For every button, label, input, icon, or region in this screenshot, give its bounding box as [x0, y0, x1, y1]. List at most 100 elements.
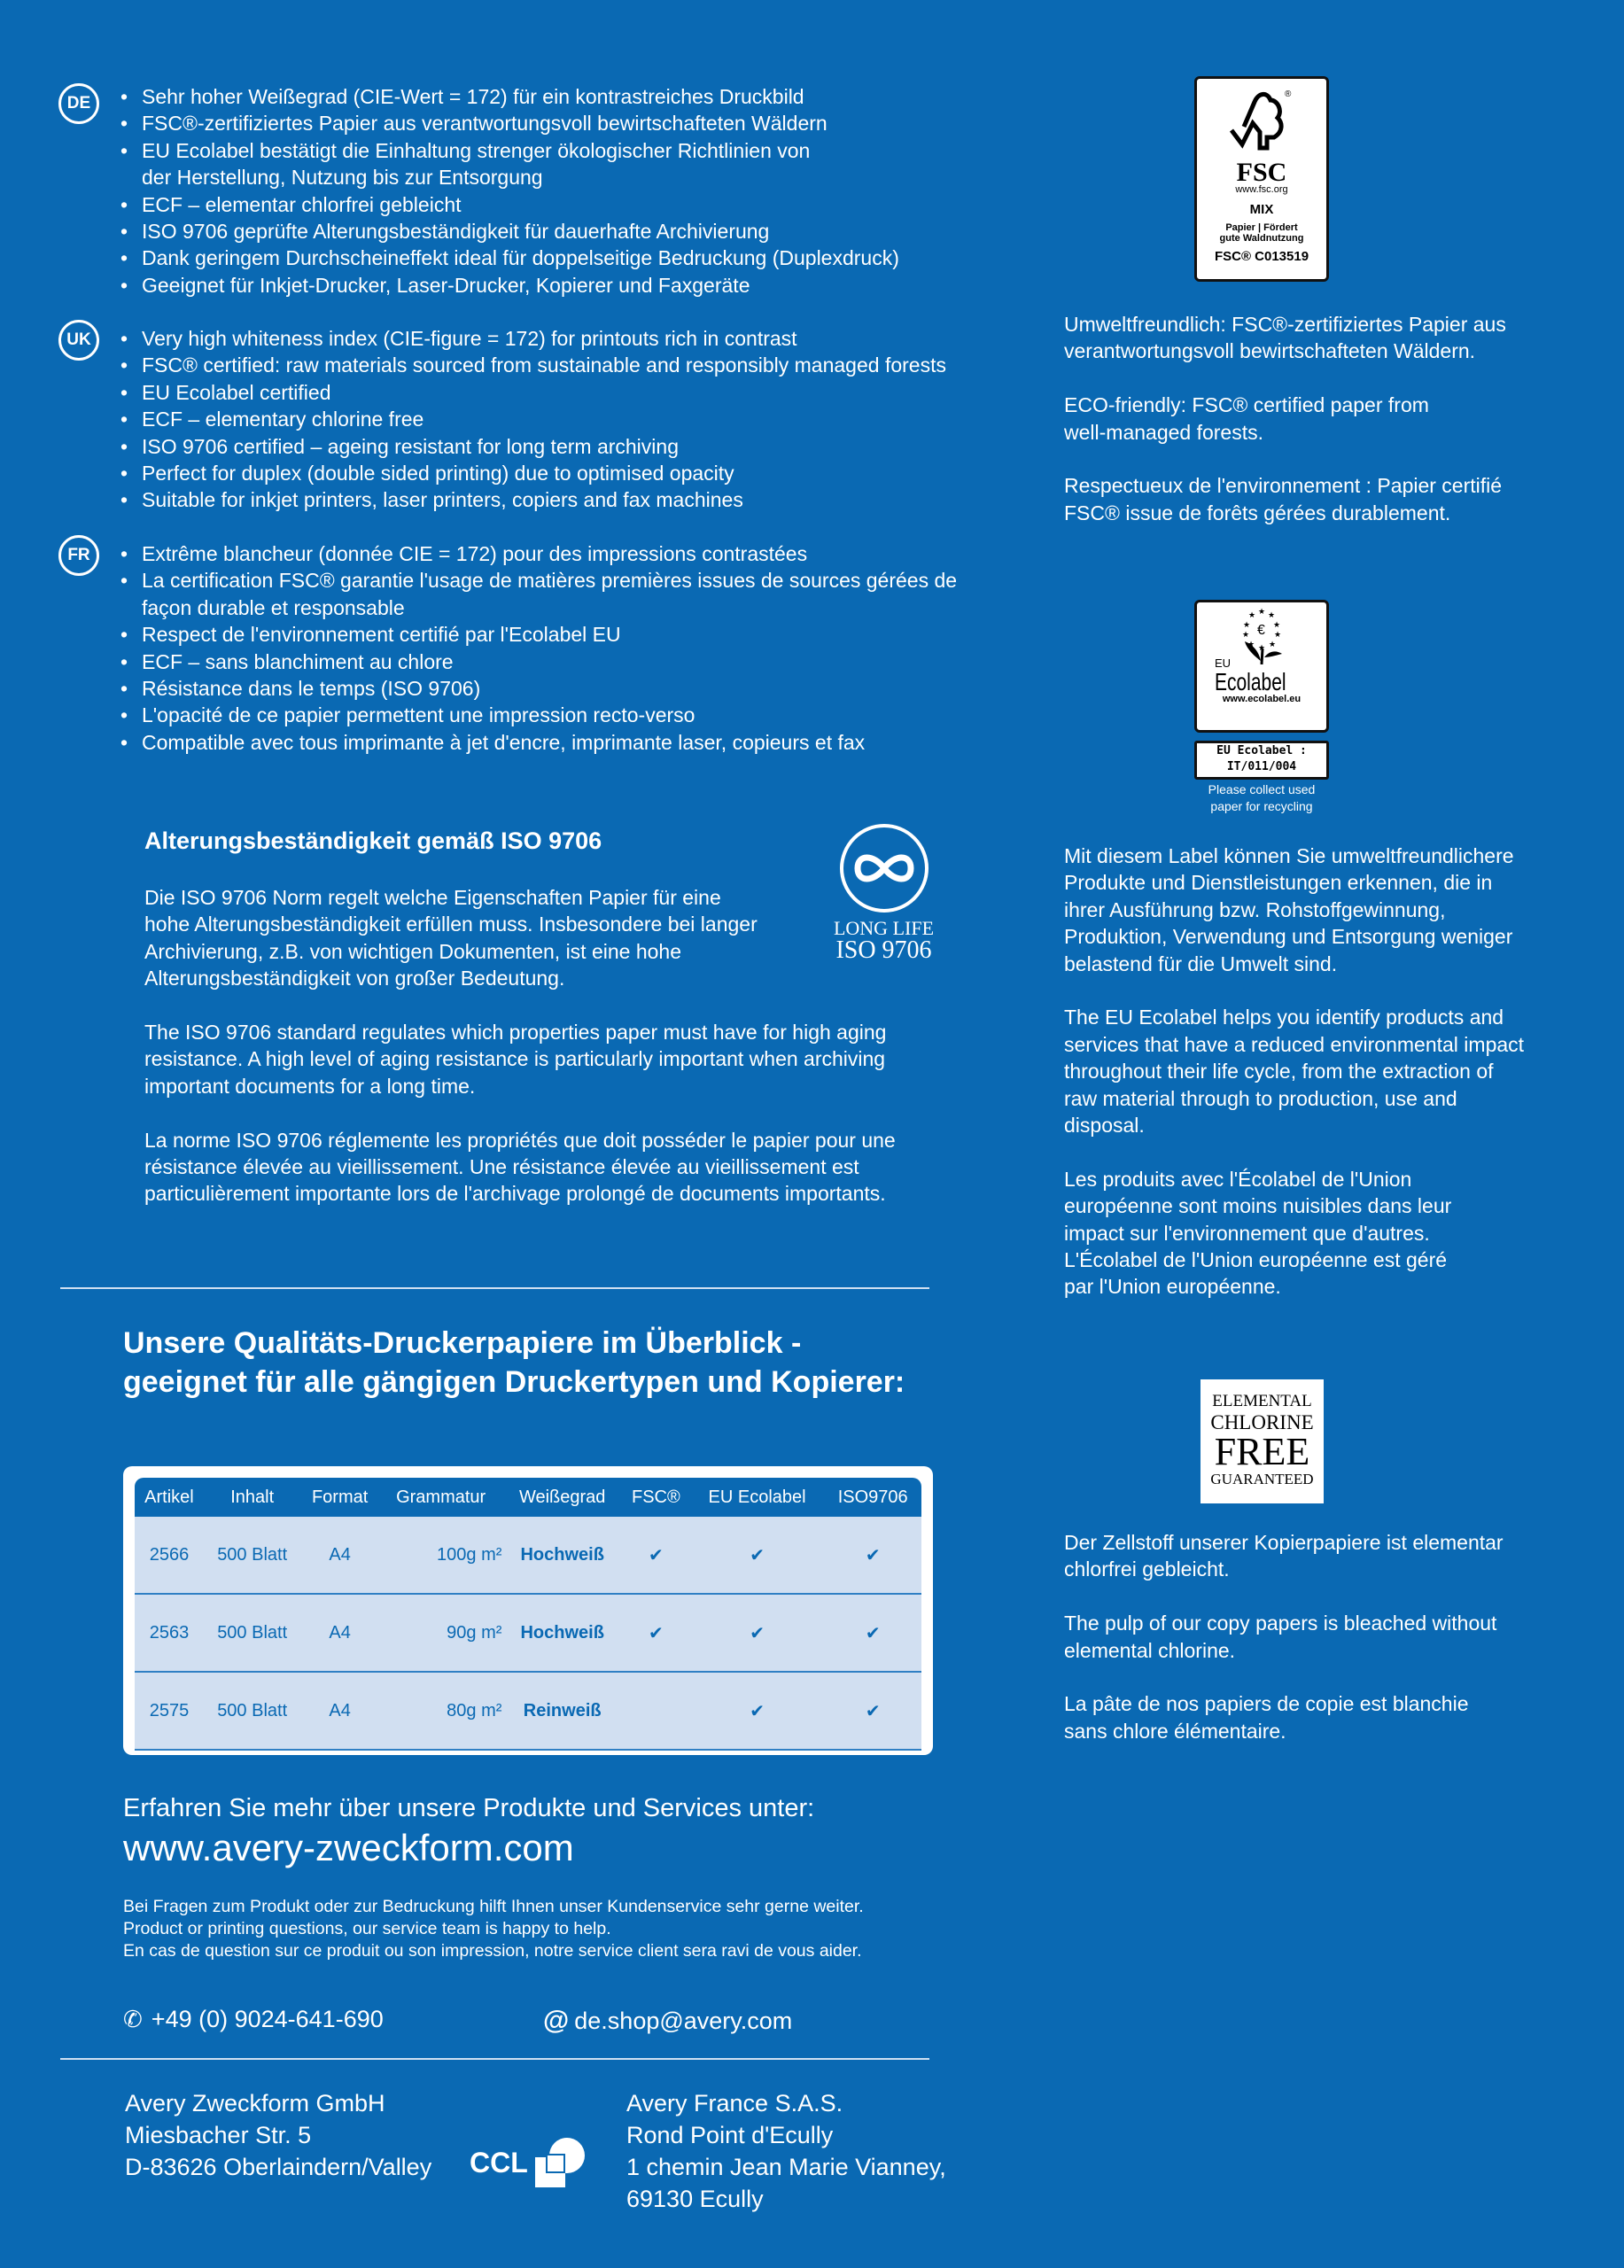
table-cell: Hochweiß	[502, 1517, 622, 1595]
check-icon: ✔	[824, 1594, 921, 1673]
svg-text:®: ®	[1285, 89, 1292, 99]
ecolabel-url: www.ecolabel.eu	[1222, 694, 1302, 704]
overview-heading-line: Unsere Qualitäts-Druckerpapiere im Überb…	[123, 1326, 802, 1360]
feature-item: Perfect for duplex (double sided printin…	[120, 460, 971, 487]
address-line: Miesbacher Str. 5	[125, 2122, 312, 2148]
column-header: Format	[300, 1478, 379, 1517]
table-cell: A4	[300, 1672, 379, 1751]
fsc-text: Umweltfreundlich: FSC®-zertifiziertes Pa…	[1064, 311, 1560, 554]
ccl-logo-mark	[534, 2138, 585, 2187]
ecf-logo-line: FREE	[1214, 1430, 1310, 1473]
ecolabel-logo-text: EU Ecolabel	[1197, 656, 1326, 695]
ecf-logo: ELEMENTAL CHLORINE FREE GUARANTEED	[1201, 1379, 1324, 1503]
ecolabel-code-box: EU Ecolabel : IT/011/004	[1194, 741, 1329, 780]
table-row: 2566 500 Blatt A4 100g m² Hochweiß ✔ ✔ ✔	[135, 1517, 921, 1595]
table-header-row: Artikel Inhalt Format Grammatur Weißegrad FSC…	[135, 1478, 921, 1517]
address-line: Avery Zweckform GmbH	[125, 2090, 385, 2117]
iso-heading: Alterungsbeständigkeit gemäß ISO 9706	[144, 827, 602, 854]
ecolabel-name: Ecolabel	[1215, 668, 1286, 695]
check-icon: ✔	[689, 1594, 825, 1673]
svg-text:★: ★	[1269, 640, 1276, 649]
ecf-paragraph-fr: La pâte de nos papiers de copie est blan…	[1064, 1692, 1469, 1743]
infinity-icon	[839, 824, 929, 913]
feature-item: L'opacité de ce papier permettent une im…	[120, 702, 971, 729]
feature-item: EU Ecolabel bestätigt die Einhaltung str…	[120, 137, 815, 191]
table-cell: 100g m²	[378, 1517, 503, 1595]
phone-icon: ✆	[123, 2006, 143, 2032]
svg-text:★: ★	[1268, 610, 1275, 619]
table-row: 2575 500 Blatt A4 80g m² Reinweiß ✔ ✔	[135, 1672, 921, 1751]
ecolabel-paragraph-en: The EU Ecolabel helps you identify produ…	[1064, 1006, 1525, 1138]
phone-contact[interactable]: ✆ +49 (0) 9024-641-690	[123, 2006, 384, 2033]
fsc-paragraph-fr: Respectueux de l'environnement : Papier …	[1064, 474, 1503, 524]
fsc-paragraph-en: ECO-friendly: FSC® certified paper from …	[1064, 393, 1429, 444]
ccl-logo: CCL	[470, 2138, 587, 2187]
feature-item: FSC®-zertifiziertes Papier aus verantwor…	[120, 110, 971, 137]
column-header: Weißegrad	[502, 1478, 622, 1517]
column-header: Grammatur	[378, 1478, 503, 1517]
table-cell: 2575	[135, 1672, 204, 1751]
fsc-logo-url: www.fsc.org	[1235, 184, 1288, 195]
feature-item: Sehr hoher Weißegrad (CIE-Wert = 172) fü…	[120, 83, 971, 111]
address-line: 1 chemin Jean Marie Vianney,	[626, 2154, 946, 2180]
long-life-logo: LONG LIFE ISO 9706	[828, 822, 939, 963]
fsc-logo: ® FSC www.fsc.org MIX Papier | Fördert g…	[1194, 76, 1329, 282]
ecolabel-flower-icon: ★★ ★★ ★★ ★★ ★★€	[1242, 607, 1282, 665]
feature-item: EU Ecolabel certified	[120, 379, 971, 407]
column-header: FSC®	[621, 1478, 690, 1517]
long-life-label: LONG LIFE	[833, 917, 935, 939]
feature-item: Respect de l'environnement certifié par …	[120, 621, 971, 649]
address-line: Avery France S.A.S.	[626, 2090, 843, 2117]
table-cell: A4	[300, 1594, 379, 1673]
fsc-paragraph-de: Umweltfreundlich: FSC®-zertifiziertes Pa…	[1064, 313, 1506, 363]
address-line: D-83626 Oberlaindern/Valley	[125, 2154, 432, 2180]
ecf-text: Der Zellstoff unserer Kopierpapiere ist …	[1064, 1529, 1525, 1772]
iso-label: ISO 9706	[835, 936, 932, 964]
feature-item: Résistance dans le temps (ISO 9706)	[120, 675, 971, 703]
table-cell: 80g m²	[378, 1672, 503, 1751]
fsc-mix: MIX	[1249, 202, 1274, 217]
feature-item: ECF – sans blanchiment au chlore	[120, 649, 971, 676]
email-contact[interactable]: @ de.shop@avery.com	[543, 2006, 792, 2036]
column-header: Inhalt	[203, 1478, 301, 1517]
product-table-card: Artikel Inhalt Format Grammatur Weißegrad FSC…	[123, 1466, 933, 1755]
fsc-logo-line: gute Waldnutzung	[1219, 233, 1304, 244]
ecf-logo-line: CHLORINE	[1210, 1411, 1314, 1433]
column-header: Artikel	[135, 1478, 204, 1517]
service-line: Bei Fragen zum Produkt oder zur Bedrucku…	[123, 1897, 864, 1916]
svg-text:€: €	[1257, 623, 1265, 638]
check-icon: ✔	[824, 1517, 921, 1595]
feature-item: ISO 9706 geprüfte Alterungsbeständigkeit…	[120, 218, 971, 245]
check-icon: ✔	[621, 1517, 690, 1595]
table-cell: Hochweiß	[502, 1594, 622, 1673]
svg-text:★: ★	[1247, 640, 1255, 649]
svg-text:★: ★	[1243, 620, 1250, 629]
table-cell: 500 Blatt	[203, 1517, 301, 1595]
address-line: 69130 Ecully	[626, 2186, 764, 2212]
ecf-logo-line: ELEMENTAL	[1212, 1392, 1312, 1410]
product-table: Artikel Inhalt Format Grammatur Weißegrad FSC…	[135, 1478, 921, 1751]
website-link[interactable]: www.avery-zweckform.com	[123, 1827, 574, 1868]
overview-heading: Unsere Qualitäts-Druckerpapiere im Überb…	[123, 1324, 905, 1402]
ecolabel-paragraph-fr: Les produits avec l'Écolabel de l'Union …	[1064, 1167, 1452, 1299]
feature-item: ECF – elementar chlorfrei gebleicht	[120, 191, 971, 219]
svg-text:★: ★	[1258, 607, 1265, 616]
ecolabel-text: Mit diesem Label können Sie umweltfreund…	[1064, 843, 1534, 1327]
feature-item: Suitable for inkjet printers, laser prin…	[120, 486, 971, 514]
service-line: En cas de question sur ce produit ou son…	[123, 1941, 862, 1961]
feature-item: FSC® certified: raw materials sourced fr…	[120, 352, 971, 379]
ecolabel-code-line: EU Ecolabel :	[1216, 744, 1307, 757]
recycling-note: Please collect used paper for recycling	[1194, 781, 1329, 815]
iso-paragraph-en: The ISO 9706 standard regulates which pr…	[144, 1021, 887, 1098]
svg-text:★: ★	[1248, 610, 1255, 619]
fsc-logo-name: FSC	[1236, 158, 1287, 187]
feature-item: Extrême blancheur (donnée CIE = 172) pou…	[120, 540, 971, 568]
ecf-paragraph-de: Der Zellstoff unserer Kopierpapiere ist …	[1064, 1531, 1504, 1581]
ecolabel-code-line: IT/011/004	[1226, 760, 1297, 773]
svg-text:★: ★	[1258, 643, 1265, 652]
svg-text:★: ★	[1274, 630, 1281, 639]
check-icon: ✔	[824, 1672, 921, 1751]
feature-list-uk: Very high whiteness index (CIE-figure = …	[120, 325, 971, 514]
feature-item: Dank geringem Durchscheineffekt ideal fü…	[120, 245, 971, 272]
table-row: 2563 500 Blatt A4 90g m² Hochweiß ✔ ✔ ✔	[135, 1594, 921, 1673]
